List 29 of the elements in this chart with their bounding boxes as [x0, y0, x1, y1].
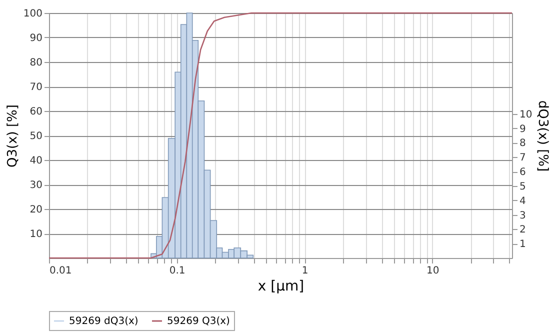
- x-tick-label: 0.1: [169, 266, 186, 276]
- y2-tick-label: 8: [520, 138, 526, 150]
- x-axis-title: x [µm]: [258, 278, 304, 294]
- legend-label: 59269 dQ3(x): [69, 316, 138, 327]
- y2-tick-label: 1: [520, 239, 526, 250]
- y-tick-label: 60: [30, 106, 42, 118]
- y-tick-label: 40: [30, 156, 42, 166]
- y2-tick-label: 5: [520, 181, 526, 192]
- legend-label: 59269 Q3(x): [167, 316, 230, 327]
- x-tick-label: 0.01: [50, 266, 72, 276]
- y-axis-title: Q3(x) [%]: [5, 104, 20, 168]
- y2-axis-title: dQ3(x) [%]: [535, 100, 550, 172]
- y2-tick-label: 7: [520, 152, 526, 164]
- y2-tick-label: 10: [520, 109, 532, 120]
- y-tick-label: 10: [30, 229, 42, 240]
- y-tick-label: 100: [23, 8, 42, 20]
- y-tick-label: 90: [30, 33, 42, 44]
- y2-tick-label: 2: [520, 224, 526, 236]
- y2-tick-label: 3: [520, 210, 526, 222]
- x-tick-label: 10: [426, 266, 440, 276]
- y-tick-label: 50: [30, 131, 42, 142]
- y2-tick-label: 4: [520, 196, 526, 207]
- y-tick-label: 20: [30, 204, 42, 216]
- y-tick-label: 80: [30, 58, 42, 68]
- y2-tick-label: 6: [520, 167, 526, 178]
- x-tick-label: 1: [302, 266, 308, 276]
- y2-tick-label: 9: [520, 124, 526, 135]
- y-tick-label: 30: [30, 180, 42, 191]
- y-tick-label: 70: [30, 82, 42, 93]
